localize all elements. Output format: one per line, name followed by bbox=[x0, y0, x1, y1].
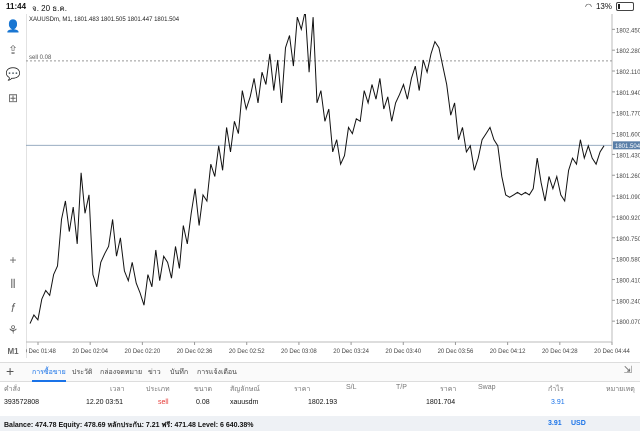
candles-icon[interactable]: ⫴ bbox=[10, 277, 16, 291]
objects-icon[interactable]: ⚘ bbox=[7, 323, 19, 337]
y-tick-label-6: 1801.430 bbox=[616, 153, 640, 159]
x-tick-label-2: 20 Dec 02:20 bbox=[125, 349, 161, 355]
header-price: ราคา bbox=[294, 386, 311, 393]
header-profit: กำไร bbox=[548, 386, 564, 393]
indicator-icon[interactable]: 𝑓 bbox=[11, 301, 15, 315]
tab-journal[interactable]: บันทึก bbox=[170, 369, 189, 376]
summary-text: Balance: 474.78 Equity: 478.69 หลักประกั… bbox=[4, 422, 254, 429]
chat-icon[interactable]: 💬 bbox=[5, 67, 21, 81]
y-tick-label-2: 1802.110 bbox=[616, 70, 640, 76]
header-time: เวลา bbox=[110, 386, 125, 393]
x-tick-label-6: 20 Dec 03:24 bbox=[333, 349, 369, 355]
summary-profit: 3.91 bbox=[548, 420, 562, 427]
cell-type: sell bbox=[158, 399, 169, 406]
price-chart[interactable]: 1802.450 1802.280 1802.110 1801.940 1801.770… bbox=[26, 14, 640, 358]
bid-label: 1801.504 bbox=[615, 144, 640, 150]
header-symbol: สัญลักษณ์ bbox=[230, 386, 260, 393]
x-tick-label-4: 20 Dec 02:52 bbox=[229, 349, 265, 355]
account-summary: Balance: 474.78 Equity: 478.69 หลักประกั… bbox=[0, 416, 640, 431]
header-sl: S/L bbox=[346, 384, 357, 391]
add-icon[interactable]: + bbox=[6, 363, 15, 379]
tab-mailbox[interactable]: กล่องจดหมาย bbox=[100, 369, 143, 376]
terminal-tabs: + การซื้อขาย ประวัติ กล่องจดหมาย ข่าว บั… bbox=[0, 362, 640, 382]
wifi-icon: ◠ bbox=[585, 2, 592, 11]
crosshair-icon[interactable]: + bbox=[9, 253, 17, 267]
cell-symbol: xauusdm bbox=[230, 399, 259, 406]
x-tick-label-3: 20 Dec 02:36 bbox=[177, 349, 213, 355]
tab-news[interactable]: ข่าว bbox=[148, 369, 161, 376]
y-tick-label-11: 1800.580 bbox=[616, 258, 640, 264]
header-comment: หมายเหตุ bbox=[606, 386, 635, 393]
y-tick-label-9: 1800.920 bbox=[616, 216, 640, 222]
timeframe-label[interactable]: M1 bbox=[7, 347, 19, 356]
battery-icon bbox=[616, 2, 634, 11]
cell-profit: 3.91 bbox=[551, 399, 565, 406]
y-tick-label-1: 1802.280 bbox=[616, 49, 640, 55]
y-tick-label-7: 1801.260 bbox=[616, 174, 640, 180]
table-row[interactable]: 393572808 12.20 03:51 sell 0.08 xauusdm … bbox=[0, 396, 640, 414]
orders-header: คำสั่ง เวลา ประเภท ขนาด สัญลักษณ์ ราคา S… bbox=[0, 381, 640, 395]
tab-alerts[interactable]: การแจ้งเตือน bbox=[197, 369, 237, 376]
y-tick-label-12: 1800.410 bbox=[616, 278, 640, 284]
y-tick-label-3: 1801.940 bbox=[616, 91, 640, 97]
x-tick-label-8: 20 Dec 03:56 bbox=[438, 349, 474, 355]
cell-order: 393572808 bbox=[4, 399, 40, 406]
cell-size: 0.08 bbox=[196, 399, 210, 406]
cell-time: 12.20 03:51 bbox=[86, 399, 123, 406]
x-tick-label-1: 20 Dec 02:04 bbox=[72, 349, 108, 355]
sell-level-label: sell 0.08 bbox=[29, 55, 52, 61]
new-chart-icon[interactable]: ⊞ bbox=[7, 91, 19, 105]
price-line bbox=[29, 14, 605, 324]
y-tick-label-8: 1801.090 bbox=[616, 195, 640, 201]
expand-icon[interactable]: ⇲ bbox=[623, 365, 632, 376]
y-tick-label-0: 1802.450 bbox=[616, 28, 640, 34]
cell-price2: 1801.704 bbox=[426, 399, 456, 406]
chart-svg: 1802.450 1802.280 1802.110 1801.940 1801.770… bbox=[26, 14, 640, 355]
status-date: จ. 20 ธ.ค. bbox=[32, 4, 67, 13]
header-size: ขนาด bbox=[194, 386, 213, 393]
y-tick-label-10: 1800.750 bbox=[616, 237, 640, 243]
status-time: 11:44 bbox=[6, 2, 27, 11]
bid-label-bg bbox=[613, 141, 640, 150]
chart-symbol-info: XAUUSDm, M1, 1801.483 1801.505 1801.447 … bbox=[29, 17, 180, 23]
y-tick-label-5: 1801.600 bbox=[616, 133, 640, 139]
cell-price: 1802.193 bbox=[308, 399, 338, 406]
tab-history[interactable]: ประวัติ bbox=[72, 369, 93, 376]
x-tick-label-7: 20 Dec 03:40 bbox=[385, 349, 421, 355]
left-toolbar: 👤 ⇪ 💬 ⊞ + ⫴ 𝑓 ⚘ M1 bbox=[0, 14, 27, 358]
header-swap: Swap bbox=[478, 384, 496, 391]
header-type: ประเภท bbox=[146, 386, 170, 393]
header-tp: T/P bbox=[396, 384, 407, 391]
x-tick-label-0: 20 Dec 01:48 bbox=[26, 349, 57, 355]
y-tick-label-4: 1801.770 bbox=[616, 112, 640, 118]
y-tick-label-13: 1800.240 bbox=[616, 299, 640, 305]
summary-currency: USD bbox=[571, 420, 586, 427]
x-tick-label-9: 20 Dec 04:12 bbox=[490, 349, 526, 355]
bottom-area bbox=[0, 431, 640, 447]
y-tick-label-14: 1800.070 bbox=[616, 320, 640, 326]
trade-icon[interactable]: ⇪ bbox=[7, 43, 19, 57]
x-tick-label-10: 20 Dec 04:28 bbox=[542, 349, 578, 355]
x-tick-label-11: 20 Dec 04:44 bbox=[594, 349, 630, 355]
tab-trade[interactable]: การซื้อขาย bbox=[32, 367, 66, 382]
header-order: คำสั่ง bbox=[4, 386, 21, 393]
header-price2: ราคา bbox=[440, 386, 457, 393]
battery-text: 13% bbox=[595, 2, 612, 11]
status-bar: 11:44 จ. 20 ธ.ค. ◠ 13% bbox=[0, 0, 640, 14]
x-tick-label-5: 20 Dec 03:08 bbox=[281, 349, 317, 355]
status-right: ◠ 13% bbox=[585, 2, 634, 11]
account-icon[interactable]: 👤 bbox=[5, 19, 21, 33]
